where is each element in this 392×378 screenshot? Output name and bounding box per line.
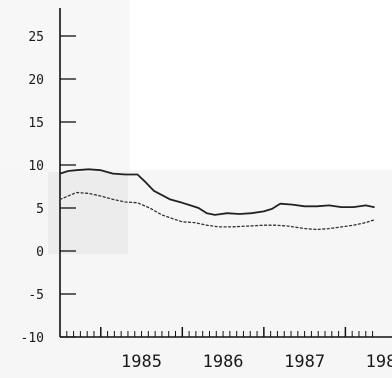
series-line-solid [59,168,375,216]
x-tick-label: 1988 [366,352,392,372]
x-tick-label: 1987 [284,352,325,372]
y-tick-label: 10 [28,159,44,174]
y-tick-label: 5 [36,202,44,217]
y-tick-label: 20 [28,73,44,88]
x-tick-label: 1985 [121,352,162,372]
x-axis-tick-labels: 1985 1986 1987 1988 [121,352,392,372]
axes [59,8,392,338]
y-tick-label: -5 [28,288,44,303]
data-series [59,168,375,231]
background-panel [48,172,128,254]
y-axis-tick-labels: 25 20 15 10 5 0 -5 -10 [21,30,44,346]
y-tick-label: 15 [28,116,44,131]
y-tick-label: 25 [28,30,44,45]
series-line-dotted [59,191,375,231]
y-tick-label: -10 [21,331,44,346]
x-tick-label: 1986 [203,352,244,372]
y-tick-label: 0 [36,245,44,260]
